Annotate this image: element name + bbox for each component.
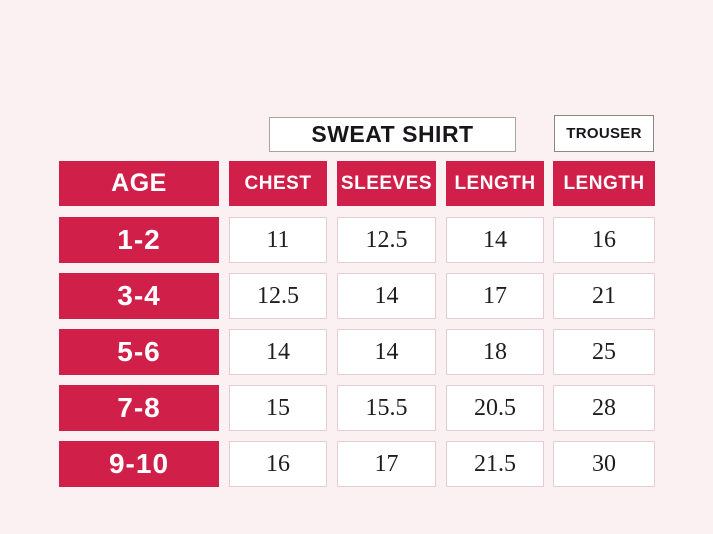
cell-chest: 14	[229, 329, 327, 375]
header-length: LENGTH	[446, 161, 544, 206]
header-sleeves: SLEEVES	[337, 161, 436, 206]
row-age-label: 5-6	[59, 329, 219, 375]
header-age: AGE	[59, 161, 219, 206]
cell-trouser-length: 30	[553, 441, 655, 487]
cell-chest: 15	[229, 385, 327, 431]
cell-trouser-length: 21	[553, 273, 655, 319]
row-age-label: 9-10	[59, 441, 219, 487]
cell-trouser-length: 25	[553, 329, 655, 375]
cell-sleeves: 14	[337, 273, 436, 319]
cell-length: 20.5	[446, 385, 544, 431]
cell-length: 14	[446, 217, 544, 263]
row-age-label: 3-4	[59, 273, 219, 319]
cell-length: 21.5	[446, 441, 544, 487]
cell-length: 18	[446, 329, 544, 375]
sweatshirt-title-box: SWEAT SHIRT	[269, 117, 516, 152]
sweatshirt-title: SWEAT SHIRT	[311, 121, 474, 147]
row-age-label: 1-2	[59, 217, 219, 263]
cell-sleeves: 12.5	[337, 217, 436, 263]
cell-sleeves: 15.5	[337, 385, 436, 431]
cell-chest: 16	[229, 441, 327, 487]
row-age-label: 7-8	[59, 385, 219, 431]
cell-trouser-length: 16	[553, 217, 655, 263]
cell-sleeves: 14	[337, 329, 436, 375]
trouser-title: TROUSER	[566, 125, 642, 142]
cell-sleeves: 17	[337, 441, 436, 487]
cell-trouser-length: 28	[553, 385, 655, 431]
trouser-title-box: TROUSER	[554, 115, 654, 152]
cell-length: 17	[446, 273, 544, 319]
cell-chest: 11	[229, 217, 327, 263]
cell-chest: 12.5	[229, 273, 327, 319]
header-chest: CHEST	[229, 161, 327, 206]
header-trouser-length: LENGTH	[553, 161, 655, 206]
